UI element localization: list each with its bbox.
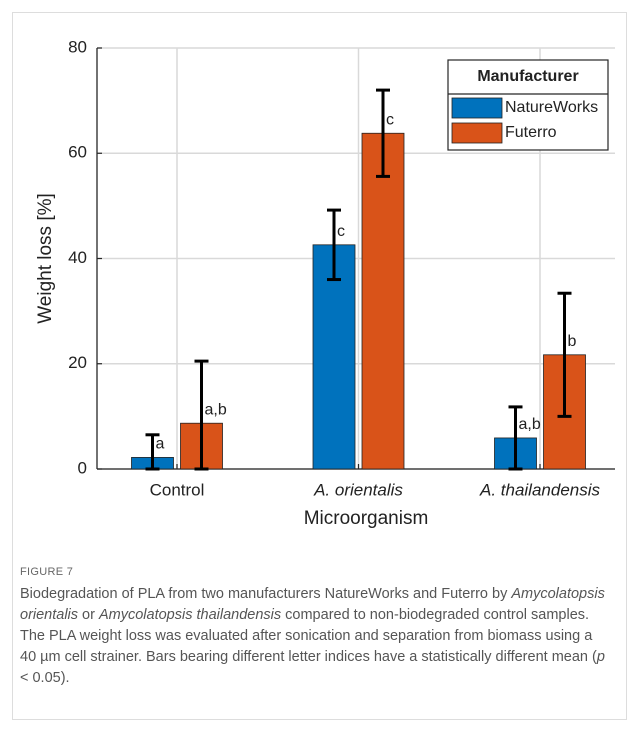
- y-tick-label: 60: [68, 143, 87, 162]
- y-tick-label: 80: [68, 37, 87, 56]
- error-bar: [145, 433, 160, 471]
- error-bar: [376, 88, 390, 178]
- caption-segment: p: [596, 649, 605, 665]
- y-axis-title: Weight loss [%]: [35, 193, 56, 324]
- caption-segment: Amycolatopsis orientalis: [20, 586, 605, 623]
- x-tick-label: Control: [150, 480, 205, 499]
- caption-segment: Biodegradation of PLA from two manufactu…: [20, 586, 512, 602]
- figure-label: FIGURE 7: [20, 566, 74, 578]
- legend-label: Futerro: [505, 124, 557, 141]
- caption-segment: compared to non-biodegraded control samp…: [20, 607, 597, 665]
- legend-label: NatureWorks: [505, 99, 598, 116]
- x-axis-title: Microorganism: [304, 508, 429, 529]
- significance-letter: c: [337, 223, 345, 240]
- figure-frame: [12, 12, 627, 720]
- x-tick-label: A. thailandensis: [479, 480, 601, 499]
- significance-letter: c: [386, 111, 394, 128]
- y-tick-label: 20: [68, 353, 87, 372]
- x-tick-label: A. orientalis: [313, 480, 403, 499]
- error-bar: [508, 405, 523, 471]
- significance-letter: a: [156, 436, 165, 453]
- error-bar: [557, 291, 572, 418]
- error-bar: [194, 359, 209, 471]
- legend-title: Manufacturer: [477, 68, 578, 85]
- caption-segment: or: [78, 607, 99, 623]
- legend-swatch: [451, 122, 503, 144]
- legend: Manufacturer NatureWorks Futerro: [447, 59, 609, 151]
- bar: [361, 132, 405, 470]
- bar: [312, 244, 356, 470]
- y-tick-label: 40: [68, 248, 87, 267]
- caption-segment: Amycolatopsis thailandensis: [98, 607, 282, 623]
- significance-letter: a,b: [205, 401, 227, 418]
- figure-caption: Biodegradation of PLA from two manufactu…: [20, 584, 610, 689]
- caption-segment: < 0.05).: [20, 670, 70, 686]
- legend-swatch: [451, 97, 503, 119]
- y-tick-label: 0: [78, 458, 87, 477]
- significance-letter: a,b: [519, 416, 541, 433]
- significance-letter: b: [568, 333, 577, 350]
- chart: 0 20 40 60 80 a c a,b a,b c b Control A. orientalis A…: [35, 37, 615, 529]
- error-bar: [327, 208, 341, 282]
